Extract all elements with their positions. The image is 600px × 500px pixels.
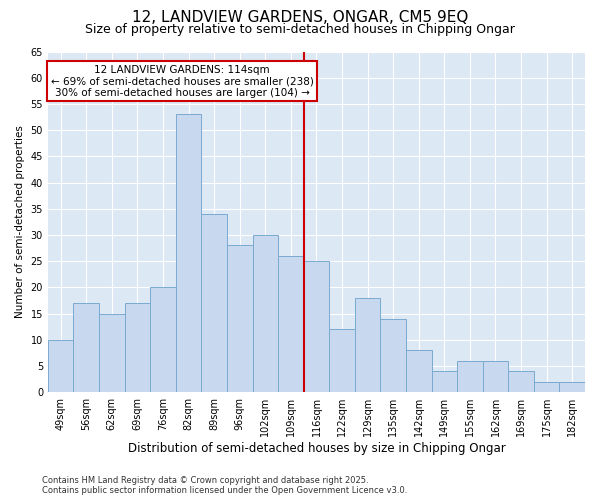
Bar <box>380 319 406 392</box>
Bar <box>176 114 202 392</box>
Y-axis label: Number of semi-detached properties: Number of semi-detached properties <box>15 126 25 318</box>
Bar <box>534 382 559 392</box>
Bar <box>355 298 380 392</box>
Bar <box>304 261 329 392</box>
Bar <box>482 361 508 392</box>
Text: Contains HM Land Registry data © Crown copyright and database right 2025.
Contai: Contains HM Land Registry data © Crown c… <box>42 476 407 495</box>
Text: Size of property relative to semi-detached houses in Chipping Ongar: Size of property relative to semi-detach… <box>85 22 515 36</box>
Bar <box>73 303 99 392</box>
Bar <box>431 371 457 392</box>
Bar <box>99 314 125 392</box>
Bar <box>125 303 150 392</box>
Bar <box>457 361 482 392</box>
Bar <box>202 214 227 392</box>
Text: 12, LANDVIEW GARDENS, ONGAR, CM5 9EQ: 12, LANDVIEW GARDENS, ONGAR, CM5 9EQ <box>132 10 468 25</box>
Bar <box>559 382 585 392</box>
Bar <box>48 340 73 392</box>
Bar <box>253 235 278 392</box>
Bar <box>227 246 253 392</box>
Bar <box>508 371 534 392</box>
Bar <box>150 288 176 392</box>
Bar <box>278 256 304 392</box>
Text: 12 LANDVIEW GARDENS: 114sqm
← 69% of semi-detached houses are smaller (238)
30% : 12 LANDVIEW GARDENS: 114sqm ← 69% of sem… <box>51 64 314 98</box>
Bar <box>406 350 431 392</box>
X-axis label: Distribution of semi-detached houses by size in Chipping Ongar: Distribution of semi-detached houses by … <box>128 442 505 455</box>
Bar <box>329 330 355 392</box>
